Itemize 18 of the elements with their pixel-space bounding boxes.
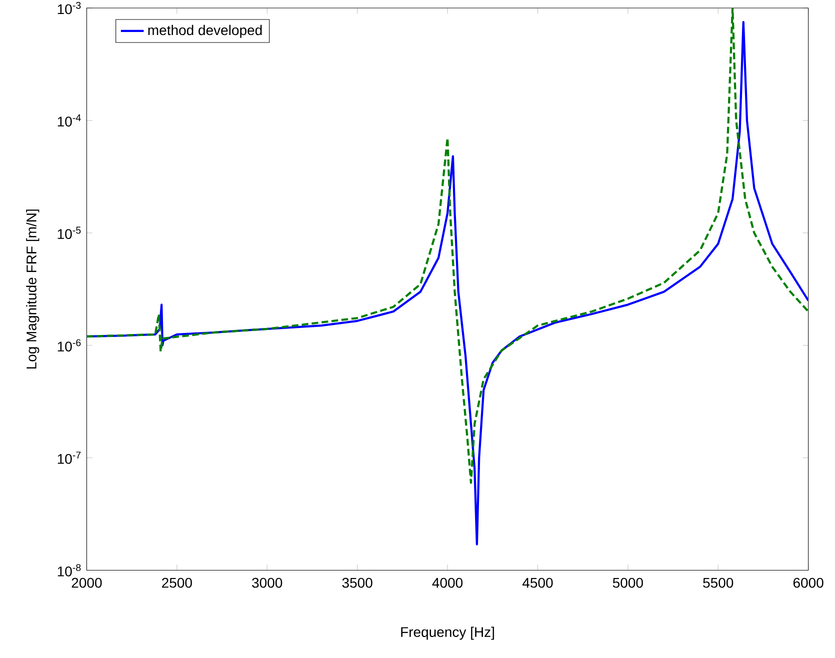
x-tick-label: 3500	[342, 578, 372, 588]
x-tick-label: 6000	[793, 578, 824, 588]
y-axis-title: Log Magnitude FRF [m/N]	[26, 209, 40, 368]
x-tick-label: 4500	[522, 578, 553, 588]
x-tick-label: 5000	[612, 578, 643, 588]
y-tick-label: 10$^{-8}$	[58, 564, 81, 576]
x-tick-label: 2000	[72, 578, 102, 588]
y-tick-label: 10$^{-7}$	[58, 452, 81, 464]
y-tick-label: 10$^{-6}$	[58, 339, 81, 352]
x-tick-label: 3000	[252, 578, 282, 588]
legend-label: method developed	[148, 24, 262, 38]
y-tick-label: 10$^{-3}$	[58, 2, 81, 14]
x-tick-label: 5500	[703, 578, 734, 588]
x-axis-title: Frequency [Hz]	[401, 626, 494, 640]
x-tick-label: 4000	[432, 578, 463, 588]
y-tick-label: 10$^{-4}$	[58, 114, 81, 126]
x-tick-label: 2500	[162, 578, 192, 588]
y-tick-label: 10$^{-5}$	[58, 226, 81, 239]
